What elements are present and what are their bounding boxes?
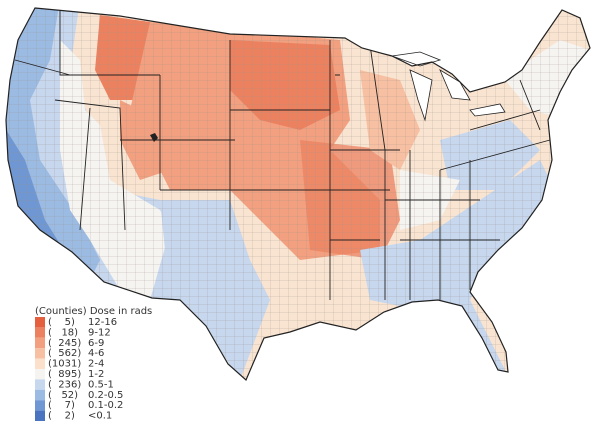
lakes	[391, 51, 506, 122]
legend-swatch	[35, 389, 45, 401]
legend: ( 5) 12-16 ( 18) 9-12 ( 245) 6-9 ( 562) 4-6 (103…	[35, 317, 123, 422]
legend-swatch	[35, 348, 45, 359]
legend-count: ( 895)	[48, 369, 81, 380]
legend-count: ( 245)	[48, 338, 81, 349]
legend-range: <0.1	[88, 411, 112, 422]
legend-range: 12-16	[88, 317, 117, 328]
legend-range: 1-2	[88, 369, 104, 380]
legend-range: 9-12	[88, 327, 111, 338]
legend-swatch	[35, 410, 45, 421]
legend-swatch	[35, 317, 45, 328]
legend-count: ( 52)	[48, 390, 78, 401]
legend-swatch	[35, 379, 45, 390]
legend-range: 0.5-1	[88, 379, 114, 390]
legend-swatch	[35, 400, 45, 411]
legend-range: 2-4	[88, 359, 104, 370]
legend-range: 0.2-0.5	[88, 390, 123, 401]
state-lines	[14, 8, 551, 310]
legend-range: 6-9	[88, 338, 104, 349]
legend-count: (1031)	[48, 359, 81, 370]
legend-swatch	[35, 358, 45, 369]
legend-title: (Counties) Dose in rads	[35, 306, 152, 317]
legend-count: ( 5)	[48, 317, 75, 328]
legend-range: 0.1-0.2	[88, 400, 123, 411]
legend-count: ( 18)	[48, 327, 78, 338]
legend-swatch	[35, 369, 45, 380]
legend-count: ( 2)	[48, 411, 75, 422]
legend-swatch	[35, 337, 45, 349]
legend-count: ( 7)	[48, 400, 75, 411]
legend-count: ( 562)	[48, 348, 81, 359]
legend-count: ( 236)	[48, 379, 81, 390]
legend-range: 4-6	[88, 348, 104, 359]
legend-swatch	[35, 327, 45, 338]
